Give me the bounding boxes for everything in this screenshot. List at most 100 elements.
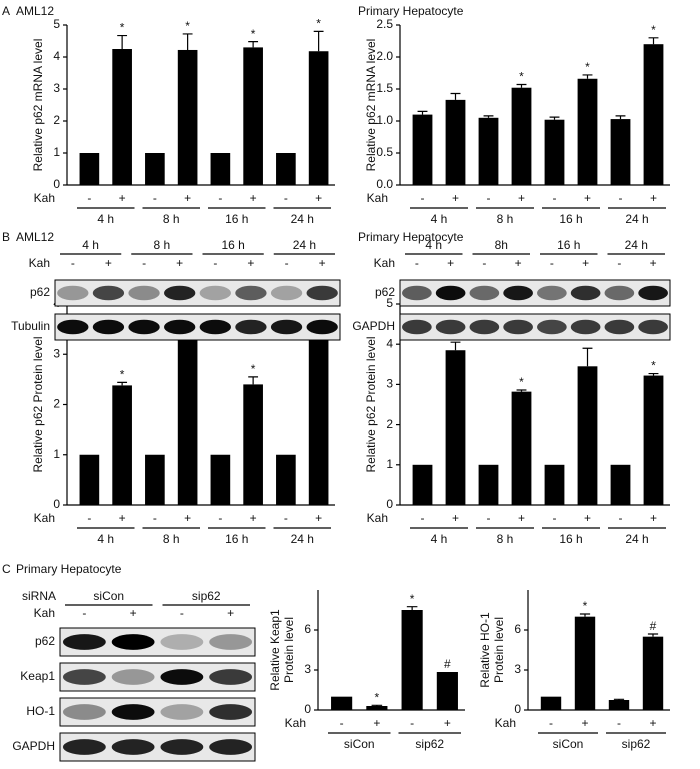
panel-label: B — [2, 230, 10, 244]
x-row-label: Kah — [285, 716, 306, 730]
chart-title: AML12 — [16, 4, 54, 18]
blot-band — [111, 739, 155, 755]
blot-band — [160, 704, 204, 720]
bar — [308, 51, 329, 185]
blot-band — [435, 319, 466, 335]
blot-title: AML12 — [16, 230, 54, 244]
group-label: 8 h — [497, 212, 514, 226]
blot-band — [235, 319, 267, 335]
bar — [445, 350, 466, 505]
bar — [577, 78, 598, 185]
y-axis-label: Relative p62 mRNA level — [364, 39, 378, 172]
error-bar — [248, 41, 259, 48]
y-tick-label: 6 — [514, 622, 521, 636]
protein-label: p62 — [35, 634, 55, 648]
error-bar — [648, 37, 659, 45]
bar — [177, 49, 198, 186]
blot-band — [638, 285, 668, 301]
y-axis-label: Protein level — [282, 617, 296, 683]
bar — [478, 464, 499, 505]
lane-label: - — [213, 256, 217, 270]
blot-band — [435, 285, 466, 301]
significance-marker: * — [651, 359, 656, 373]
error-bar — [579, 613, 591, 617]
bar — [210, 454, 231, 505]
x-row-label: Kah — [367, 511, 388, 525]
error-bar — [613, 698, 625, 700]
x-tick-label: + — [650, 191, 657, 205]
group-label: 24 h — [625, 212, 648, 226]
lane-label: - — [180, 606, 184, 620]
y-tick-label: 2.0 — [376, 49, 393, 63]
lane-label: + — [176, 256, 183, 270]
group-label: 16 h — [225, 212, 248, 226]
y-tick-label: 3 — [386, 377, 393, 391]
blot-group-label: 24 h — [625, 238, 648, 252]
error-bar — [371, 704, 383, 706]
panel-label: C — [2, 562, 11, 576]
lane-label: + — [650, 256, 657, 270]
bar — [79, 454, 100, 505]
x-row-label: Kah — [367, 191, 388, 205]
blot-group-label: 8 h — [154, 238, 171, 252]
significance-marker: # — [444, 657, 451, 671]
blot-band — [306, 285, 338, 301]
x-tick-label: + — [119, 511, 126, 525]
protein-label: GAPDH — [352, 319, 395, 333]
bar — [243, 47, 263, 186]
x-tick-label: - — [619, 191, 623, 205]
group-label: sip62 — [415, 737, 444, 751]
bar — [511, 391, 532, 505]
x-tick-label: + — [518, 511, 525, 525]
error-bar — [615, 115, 626, 120]
significance-marker: * — [519, 70, 524, 84]
y-tick-label: 0.5 — [376, 145, 393, 159]
protein-label: Keap1 — [20, 669, 55, 683]
blot-band — [537, 319, 567, 335]
blot-band — [503, 285, 533, 301]
y-tick-label: 4 — [386, 336, 393, 350]
lane-label: - — [71, 256, 75, 270]
significance-marker: * — [375, 691, 380, 705]
x-tick-label: + — [184, 191, 191, 205]
y-tick-label: 5 — [53, 17, 60, 31]
blot-band — [199, 319, 231, 335]
y-axis-label: Relative Keap1 — [268, 609, 282, 691]
x-tick-label: - — [617, 716, 621, 730]
bar — [643, 44, 664, 186]
blot-band — [62, 739, 106, 755]
lane-label: - — [285, 256, 289, 270]
blot-band — [128, 319, 160, 335]
panel-label: A — [2, 4, 10, 18]
y-tick-label: 4 — [53, 49, 60, 63]
lane-label: - — [550, 256, 554, 270]
blot-band — [111, 669, 155, 685]
group-label: 8 h — [163, 532, 180, 546]
y-tick-label: 2 — [53, 113, 60, 127]
blot-band — [537, 285, 567, 301]
blot-band — [160, 669, 204, 685]
x-tick-label: - — [553, 191, 557, 205]
x-tick-label: + — [250, 511, 257, 525]
bar — [610, 119, 631, 185]
y-tick-label: 1 — [53, 145, 60, 159]
y-tick-label: 0 — [386, 497, 393, 511]
lane-label: + — [582, 256, 589, 270]
blot-group-label: 24 h — [293, 238, 316, 252]
blot-band — [469, 319, 500, 335]
y-tick-label: 3 — [53, 346, 60, 360]
x-tick-label: + — [373, 716, 380, 730]
x-tick-label: + — [649, 716, 656, 730]
x-tick-label: + — [584, 511, 591, 525]
y-tick-label: 0 — [53, 497, 60, 511]
blot-group-label: 8h — [495, 238, 508, 252]
blot-band — [62, 704, 106, 720]
error-bar — [248, 376, 259, 385]
error-bar — [182, 33, 193, 50]
blot-band — [638, 319, 668, 335]
lane-label: + — [105, 256, 112, 270]
group-label: 24 h — [625, 532, 648, 546]
y-tick-label: 2.5 — [376, 17, 393, 31]
x-tick-label: + — [518, 191, 525, 205]
blot-band — [306, 319, 338, 335]
